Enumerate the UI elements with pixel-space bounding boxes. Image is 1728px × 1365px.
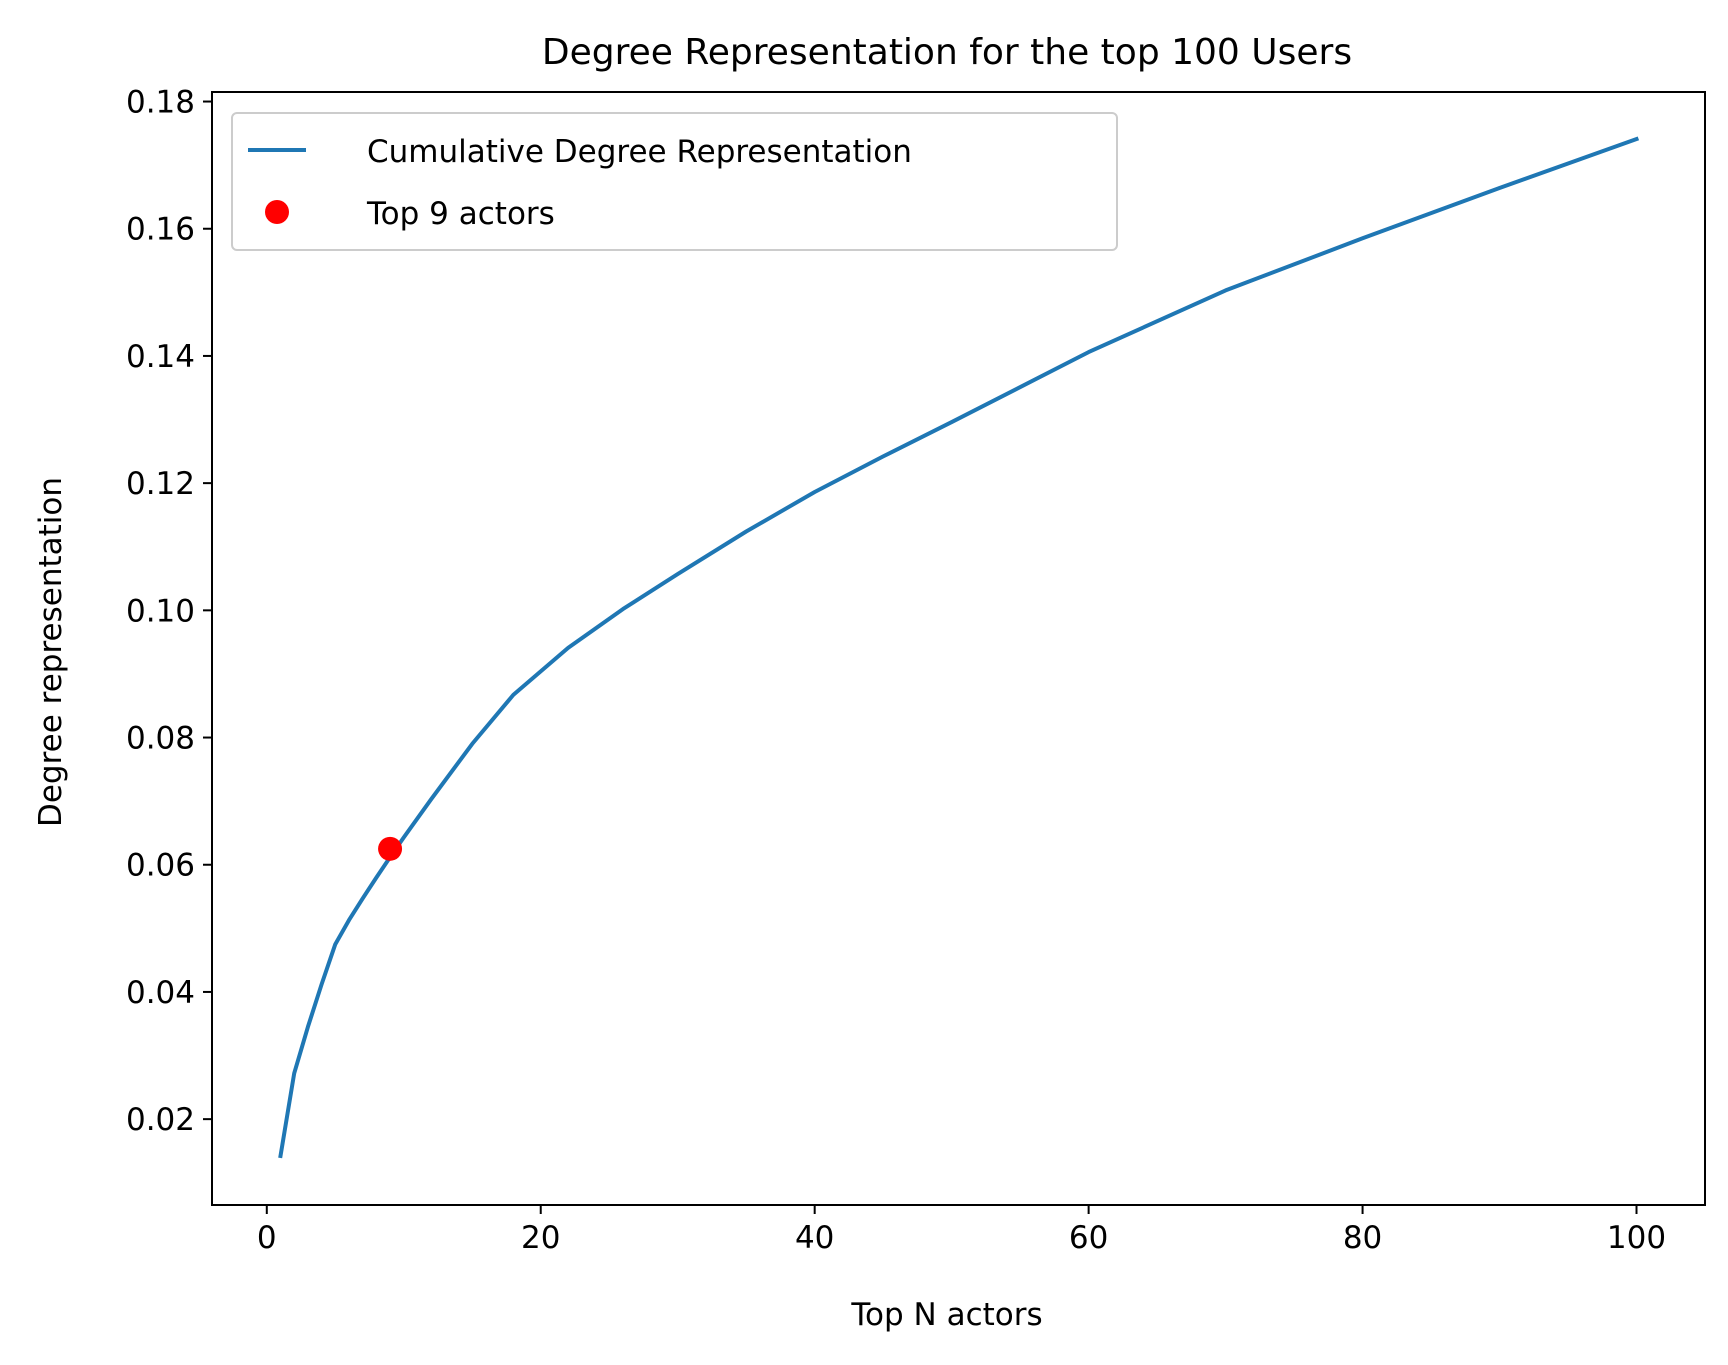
y-tick-label: 0.10 <box>126 593 195 629</box>
x-tick-label: 80 <box>1343 1220 1382 1256</box>
legend-marker-swatch <box>265 200 289 224</box>
y-tick-label: 0.04 <box>126 975 195 1011</box>
x-tick-label: 0 <box>257 1220 277 1256</box>
plot-frame <box>211 91 1706 1206</box>
x-tick-label: 60 <box>1069 1220 1108 1256</box>
y-tick-label: 0.08 <box>126 721 195 757</box>
x-tick-label: 20 <box>521 1220 560 1256</box>
y-tick-label: 0.16 <box>126 212 195 248</box>
legend: Cumulative Degree Representation Top 9 ac… <box>231 112 1118 251</box>
series-point <box>378 836 403 861</box>
x-axis-label: Top N actors <box>850 1297 1042 1333</box>
y-tick-label: 0.14 <box>126 339 195 375</box>
legend-box <box>231 112 1118 251</box>
chart-title: Degree Representation for the top 100 Us… <box>542 32 1352 73</box>
y-tick-label: 0.02 <box>126 1102 195 1138</box>
plot-area <box>278 136 1640 1159</box>
legend-label: Cumulative Degree Representation <box>367 134 912 170</box>
x-tick-label: 40 <box>795 1220 834 1256</box>
legend-label: Top 9 actors <box>366 196 555 232</box>
y-tick-label: 0.06 <box>126 848 195 884</box>
y-tick-label: 0.18 <box>126 85 195 121</box>
y-tick-label: 0.12 <box>126 466 195 502</box>
series-line <box>278 136 1640 1159</box>
y-axis-label: Degree representation <box>33 477 69 827</box>
axes: 0 20 40 60 80 100 0.02 0.04 0.06 0.08 0.10 0.12 0.14… <box>126 85 1666 1256</box>
x-tick-label: 100 <box>1607 1220 1666 1256</box>
